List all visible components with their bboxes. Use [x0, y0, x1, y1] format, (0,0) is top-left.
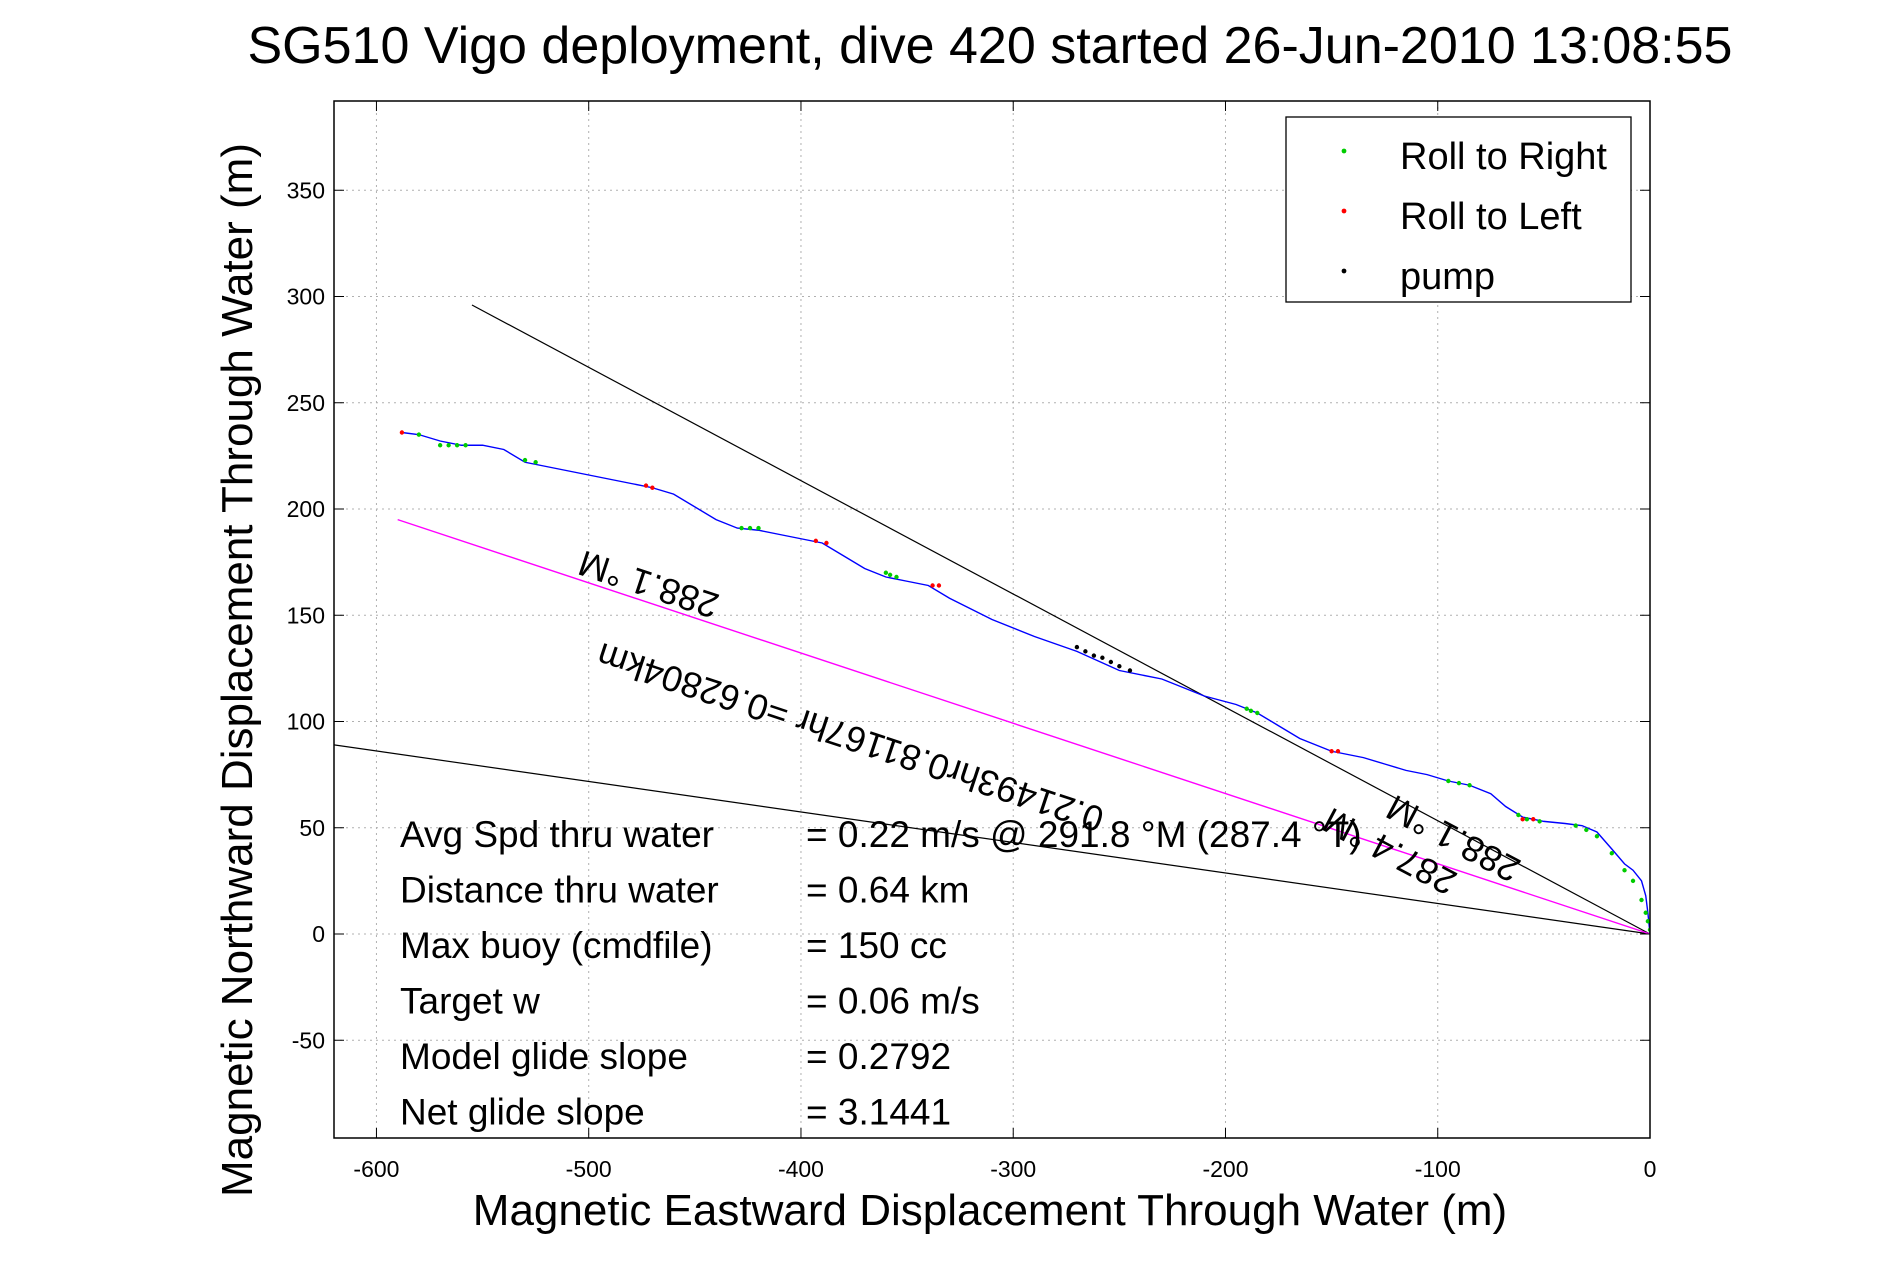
roll-left-point [1520, 817, 1525, 822]
pump-point [1127, 668, 1133, 673]
roll-right-point [747, 525, 753, 531]
y-tick-label: -50 [292, 1027, 325, 1053]
roll-right-point [1255, 710, 1260, 716]
roll-right-point [1609, 851, 1614, 856]
roll-left-point [936, 583, 942, 588]
y-tick-label: 100 [287, 709, 325, 735]
stat-value: = 0.06 m/s [806, 981, 980, 1022]
x-tick-label: -500 [566, 1156, 612, 1182]
roll-right-point [454, 443, 460, 448]
chart-title: SG510 Vigo deployment, dive 420 started … [248, 17, 1733, 75]
legend-marker [1341, 148, 1347, 154]
y-tick-label: 350 [287, 177, 325, 203]
y-tick-label: 0 [312, 921, 325, 947]
stat-label: Model glide slope [400, 1036, 688, 1077]
stat-label: Distance thru water [400, 870, 719, 911]
pump-point [1100, 655, 1105, 660]
pump-point [1074, 644, 1080, 650]
roll-right-point [437, 443, 443, 448]
stat-label: Target w [400, 981, 540, 1022]
roll-right-point [1524, 817, 1530, 822]
x-tick-label: -600 [353, 1156, 399, 1182]
roll-right-point [1643, 910, 1648, 915]
x-tick-label: -400 [778, 1156, 824, 1182]
roll-right-point [1639, 897, 1644, 903]
legend-label: Roll to Right [1400, 136, 1607, 178]
roll-left-point [824, 540, 829, 546]
roll-right-point [522, 457, 528, 463]
roll-right-point [1645, 919, 1650, 924]
stats-box: Avg Spd thru water = 0.22 m/s @ 291.8 °M … [400, 814, 1362, 1133]
roll-right-point [1446, 778, 1451, 784]
roll-right-point [1456, 780, 1462, 786]
roll-left-point [399, 430, 405, 435]
y-tick-label: 200 [287, 496, 325, 522]
legend-label: pump [1400, 256, 1495, 298]
stat-value: = 0.2792 [806, 1036, 951, 1077]
roll-left-point [813, 538, 819, 544]
pump-point [1117, 664, 1122, 669]
roll-left-point [1531, 817, 1536, 822]
pump-point [1083, 649, 1088, 654]
stat-value: = 150 cc [806, 925, 947, 966]
legend-marker [1341, 208, 1347, 214]
roll-right-point [446, 443, 451, 448]
x-tick-label: -200 [1202, 1156, 1248, 1182]
roll-right-point [739, 525, 744, 531]
roll-right-point [887, 572, 893, 578]
x-axis-label: Magnetic Eastward Displacement Through W… [473, 1186, 1507, 1235]
roll-left-point [930, 583, 935, 588]
stat-label: Net glide slope [400, 1092, 645, 1133]
roll-right-point [1594, 834, 1600, 839]
roll-left-point [1335, 749, 1341, 754]
stat-value: = 0.64 km [806, 870, 970, 911]
legend-label: Roll to Left [1400, 196, 1582, 238]
roll-right-point [463, 443, 468, 448]
y-tick-label: 50 [299, 815, 325, 841]
roll-left-point [1329, 749, 1334, 754]
reference-line [334, 744, 1650, 935]
x-tick-label: -300 [990, 1156, 1036, 1182]
pump-point [1108, 659, 1114, 665]
roll-right-point [1584, 827, 1589, 833]
roll-right-point [1537, 819, 1542, 824]
roll-right-point [1248, 708, 1254, 714]
reference-line [471, 304, 1650, 935]
y-tick-label: 150 [287, 602, 325, 628]
series-line [401, 431, 1650, 935]
roll-right-point [1244, 706, 1249, 711]
legend: Roll to Right Roll to Left pump [1285, 116, 1632, 303]
x-tick-label: -100 [1415, 1156, 1461, 1182]
roll-right-point [894, 574, 899, 580]
roll-right-point [416, 432, 422, 437]
roll-right-point [1516, 812, 1521, 818]
roll-right-point [1622, 868, 1627, 873]
plot-frame [333, 100, 1651, 1139]
axis-ticks: -600 -500 -400 -300 -200 -100 0-50050100150200… [287, 101, 1657, 1182]
plot-data [334, 304, 1650, 935]
stat-value: = 3.1441 [806, 1092, 951, 1133]
stat-label: Avg Spd thru water [400, 814, 714, 855]
roll-left-point [643, 483, 649, 488]
pump-point [1091, 653, 1097, 658]
stat-label: Max buoy (cmdfile) [400, 925, 713, 966]
y-axis-label: Magnetic Northward Displacement Through … [213, 143, 262, 1197]
roll-left-point [650, 485, 655, 490]
stat-value: = 0.22 m/s @ 291.8 °M (287.4 °T) [806, 814, 1362, 855]
roll-right-point [533, 460, 538, 465]
roll-right-point [1573, 823, 1578, 828]
legend-marker [1341, 268, 1347, 274]
roll-right-point [1467, 783, 1472, 788]
y-tick-label: 300 [287, 284, 325, 310]
roll-right-point [1630, 878, 1636, 884]
roll-right-point [756, 525, 761, 531]
series-line [397, 518, 1650, 935]
roll-right-point [883, 570, 889, 575]
x-tick-label: 0 [1644, 1156, 1657, 1182]
y-tick-label: 250 [287, 390, 325, 416]
